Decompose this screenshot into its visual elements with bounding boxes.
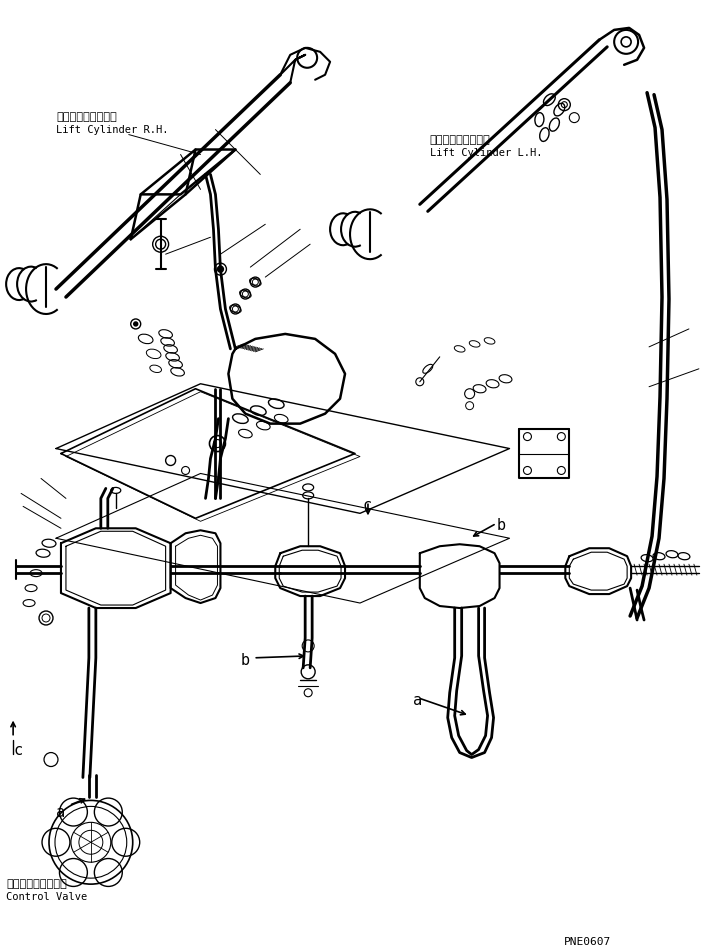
Text: Lift Cylinder L.H.: Lift Cylinder L.H. [430, 147, 542, 158]
Text: リフトシリンダ左側: リフトシリンダ左側 [430, 135, 490, 144]
Text: PNE0607: PNE0607 [564, 937, 611, 947]
Text: Lift Cylinder R.H.: Lift Cylinder R.H. [56, 124, 169, 135]
Text: c: c [363, 498, 372, 513]
Text: b: b [240, 653, 250, 668]
Text: コントロールバルブ: コントロールバルブ [6, 879, 67, 889]
Circle shape [134, 322, 138, 326]
Text: Control Valve: Control Valve [6, 892, 87, 902]
Text: c: c [13, 742, 22, 757]
Text: a: a [413, 693, 422, 708]
Circle shape [217, 266, 223, 272]
Text: リフトシリンダ右側: リフトシリンダ右側 [56, 112, 117, 121]
Text: a: a [56, 806, 65, 820]
Text: b: b [496, 518, 506, 533]
